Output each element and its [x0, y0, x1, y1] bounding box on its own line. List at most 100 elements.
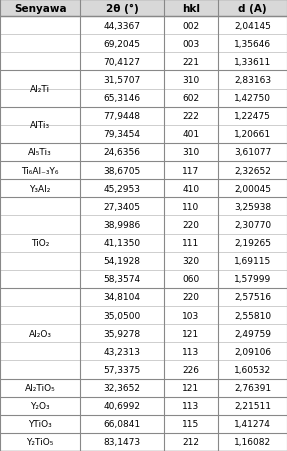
Text: 003: 003 [182, 40, 199, 49]
Text: 57,3375: 57,3375 [103, 365, 141, 374]
Text: 54,1928: 54,1928 [104, 257, 140, 266]
Text: 222: 222 [183, 112, 199, 121]
Text: 2θ (°): 2θ (°) [106, 4, 138, 14]
Text: 83,1473: 83,1473 [103, 437, 141, 446]
Text: YTiO₃: YTiO₃ [28, 419, 52, 428]
Text: 38,6705: 38,6705 [103, 166, 141, 175]
Text: 2,30770: 2,30770 [234, 221, 271, 230]
Text: 1,69115: 1,69115 [234, 257, 271, 266]
Text: 115: 115 [182, 419, 199, 428]
Text: Al₂Ti: Al₂Ti [30, 85, 50, 94]
Text: 3,25938: 3,25938 [234, 202, 271, 212]
Text: AlTi₃: AlTi₃ [30, 121, 50, 130]
Bar [0, 0, 287, 17]
Bar [0, 143, 287, 161]
Text: 58,3574: 58,3574 [103, 275, 141, 284]
Text: 110: 110 [182, 202, 199, 212]
Bar [0, 198, 287, 216]
Text: 79,3454: 79,3454 [104, 130, 140, 139]
Text: 226: 226 [182, 365, 199, 374]
Text: Al₂O₃: Al₂O₃ [29, 329, 52, 338]
Text: 77,9448: 77,9448 [104, 112, 140, 121]
Bar [0, 397, 287, 415]
Text: 602: 602 [182, 94, 199, 103]
Text: 69,2045: 69,2045 [104, 40, 140, 49]
Bar [0, 252, 287, 270]
Text: 310: 310 [182, 148, 199, 157]
Text: Y₂TiO₅: Y₂TiO₅ [26, 437, 54, 446]
Bar [0, 35, 287, 53]
Text: 43,2313: 43,2313 [104, 347, 140, 356]
Text: Al₂TiO₅: Al₂TiO₅ [25, 383, 56, 392]
Bar [0, 180, 287, 198]
Bar [0, 125, 287, 143]
Text: 1,33611: 1,33611 [234, 58, 271, 67]
Text: 2,19265: 2,19265 [234, 239, 271, 248]
Text: 220: 220 [182, 221, 199, 230]
Text: 1,20661: 1,20661 [234, 130, 271, 139]
Text: 2,32652: 2,32652 [234, 166, 271, 175]
Bar [0, 342, 287, 361]
Text: 221: 221 [182, 58, 199, 67]
Text: 121: 121 [182, 383, 199, 392]
Text: 44,3367: 44,3367 [104, 22, 140, 31]
Text: 34,8104: 34,8104 [104, 293, 140, 302]
Bar [0, 107, 287, 125]
Text: 1,57999: 1,57999 [234, 275, 271, 284]
Text: 212: 212 [182, 437, 199, 446]
Text: Y₂O₃: Y₂O₃ [30, 401, 50, 410]
Text: 27,3405: 27,3405 [104, 202, 140, 212]
Text: 410: 410 [182, 184, 199, 193]
Text: 31,5707: 31,5707 [103, 76, 141, 85]
Text: 65,3146: 65,3146 [103, 94, 141, 103]
Text: hkl: hkl [182, 4, 200, 14]
Text: 1,41274: 1,41274 [234, 419, 271, 428]
Text: 66,0841: 66,0841 [103, 419, 141, 428]
Text: 35,9278: 35,9278 [103, 329, 141, 338]
Text: 320: 320 [182, 257, 199, 266]
Text: 310: 310 [182, 76, 199, 85]
Text: 38,9986: 38,9986 [103, 221, 141, 230]
Text: 2,21511: 2,21511 [234, 401, 271, 410]
Text: Ti₆Al₋₃Y₆: Ti₆Al₋₃Y₆ [22, 166, 59, 175]
Text: 24,6356: 24,6356 [104, 148, 140, 157]
Text: 2,00045: 2,00045 [234, 184, 271, 193]
Text: 2,76391: 2,76391 [234, 383, 271, 392]
Text: TiO₂: TiO₂ [31, 239, 49, 248]
Bar [0, 53, 287, 71]
Text: 220: 220 [182, 293, 199, 302]
Text: 32,3652: 32,3652 [104, 383, 140, 392]
Bar [0, 361, 287, 379]
Text: 111: 111 [182, 239, 199, 248]
Bar [0, 415, 287, 433]
Bar [0, 17, 287, 35]
Bar [0, 161, 287, 180]
Text: 401: 401 [182, 130, 199, 139]
Bar [0, 433, 287, 451]
Text: 70,4127: 70,4127 [104, 58, 140, 67]
Text: 060: 060 [182, 275, 199, 284]
Text: 121: 121 [182, 329, 199, 338]
Text: 35,0500: 35,0500 [103, 311, 141, 320]
Text: 41,1350: 41,1350 [103, 239, 141, 248]
Text: 1,16082: 1,16082 [234, 437, 271, 446]
Text: 002: 002 [182, 22, 199, 31]
Bar [0, 306, 287, 324]
Text: 2,49759: 2,49759 [234, 329, 271, 338]
Text: 40,6992: 40,6992 [104, 401, 140, 410]
Text: 2,04145: 2,04145 [234, 22, 271, 31]
Text: 103: 103 [182, 311, 199, 320]
Text: 3,61077: 3,61077 [234, 148, 271, 157]
Text: 2,55810: 2,55810 [234, 311, 271, 320]
Bar [0, 234, 287, 252]
Bar [0, 71, 287, 89]
Bar [0, 89, 287, 107]
Text: 117: 117 [182, 166, 199, 175]
Text: 1,22475: 1,22475 [234, 112, 271, 121]
Text: 113: 113 [182, 401, 199, 410]
Text: 1,42750: 1,42750 [234, 94, 271, 103]
Text: 1,35646: 1,35646 [234, 40, 271, 49]
Text: Y₃Al₂: Y₃Al₂ [30, 184, 51, 193]
Text: 2,83163: 2,83163 [234, 76, 271, 85]
Text: 45,2953: 45,2953 [104, 184, 140, 193]
